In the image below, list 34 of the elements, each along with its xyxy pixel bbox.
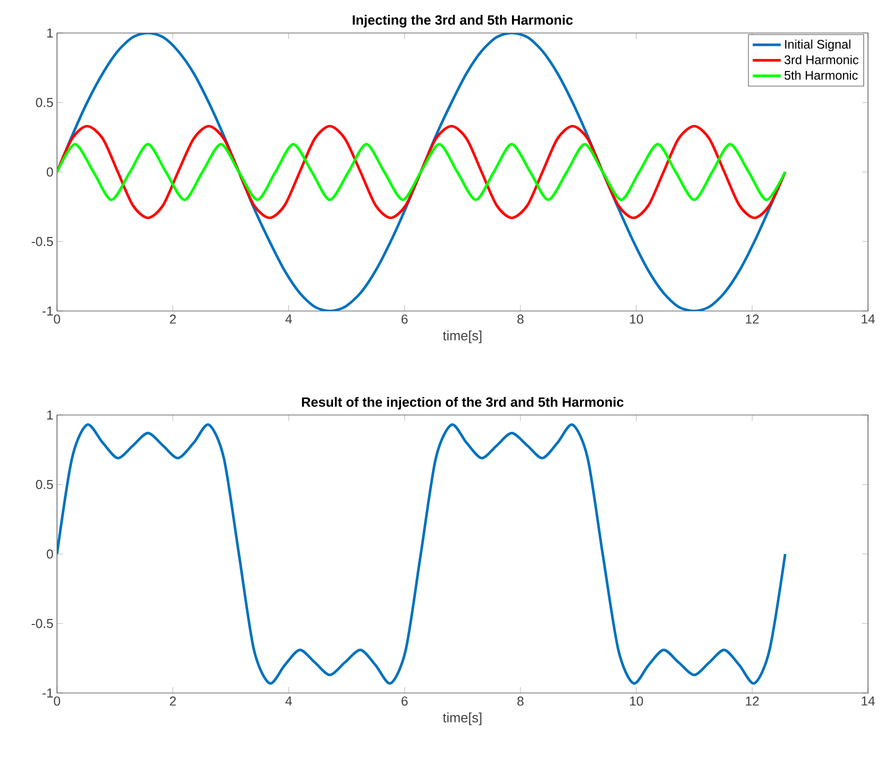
- x-tick-label: 12: [746, 696, 759, 706]
- legend-label: Initial Signal: [785, 40, 850, 52]
- x-tick-label: 12: [746, 314, 759, 324]
- x-tick-label: 14: [862, 314, 875, 324]
- x-tick-label: 2: [170, 314, 176, 324]
- y-tick-label: 1: [47, 410, 53, 420]
- x-tick-label: 2: [170, 696, 176, 706]
- chart-title: Result of the injection of the 3rd and 5th Harmonic: [302, 396, 624, 410]
- x-tick-label: 6: [402, 696, 408, 706]
- x-tick-label: 4: [285, 314, 292, 324]
- y-tick-label: 0: [46, 167, 53, 177]
- legend-label: 3rd Harmonic: [784, 55, 858, 64]
- x-tick-label: 0: [54, 696, 60, 706]
- y-tick-label: -0.5: [32, 236, 53, 246]
- x-tick-label: 8: [517, 696, 524, 706]
- legend-label: 5th Harmonic: [784, 70, 858, 80]
- x-tick-label: 10: [630, 696, 643, 706]
- chart-title: Injecting the 3rd and 5th Harmonic: [352, 14, 573, 28]
- x-tick-label: 4: [285, 696, 292, 706]
- y-tick-label: 1: [47, 28, 53, 38]
- y-tick-label: -1: [42, 688, 53, 698]
- line-series: [57, 423, 786, 685]
- y-tick-label: 0: [46, 549, 53, 559]
- x-axis-title: time[s]: [442, 330, 482, 344]
- x-tick-label: 6: [402, 314, 408, 324]
- x-axis-title: time[s]: [442, 712, 482, 726]
- x-tick-label: 8: [517, 314, 524, 324]
- y-tick-label: -1: [42, 306, 53, 316]
- y-tick-label: 0.5: [36, 98, 53, 108]
- y-tick-label: -0.5: [32, 618, 53, 628]
- x-tick-label: 14: [862, 696, 875, 706]
- y-tick-label: 0.5: [36, 480, 53, 490]
- x-tick-label: 0: [54, 314, 60, 324]
- x-tick-label: 10: [630, 314, 643, 324]
